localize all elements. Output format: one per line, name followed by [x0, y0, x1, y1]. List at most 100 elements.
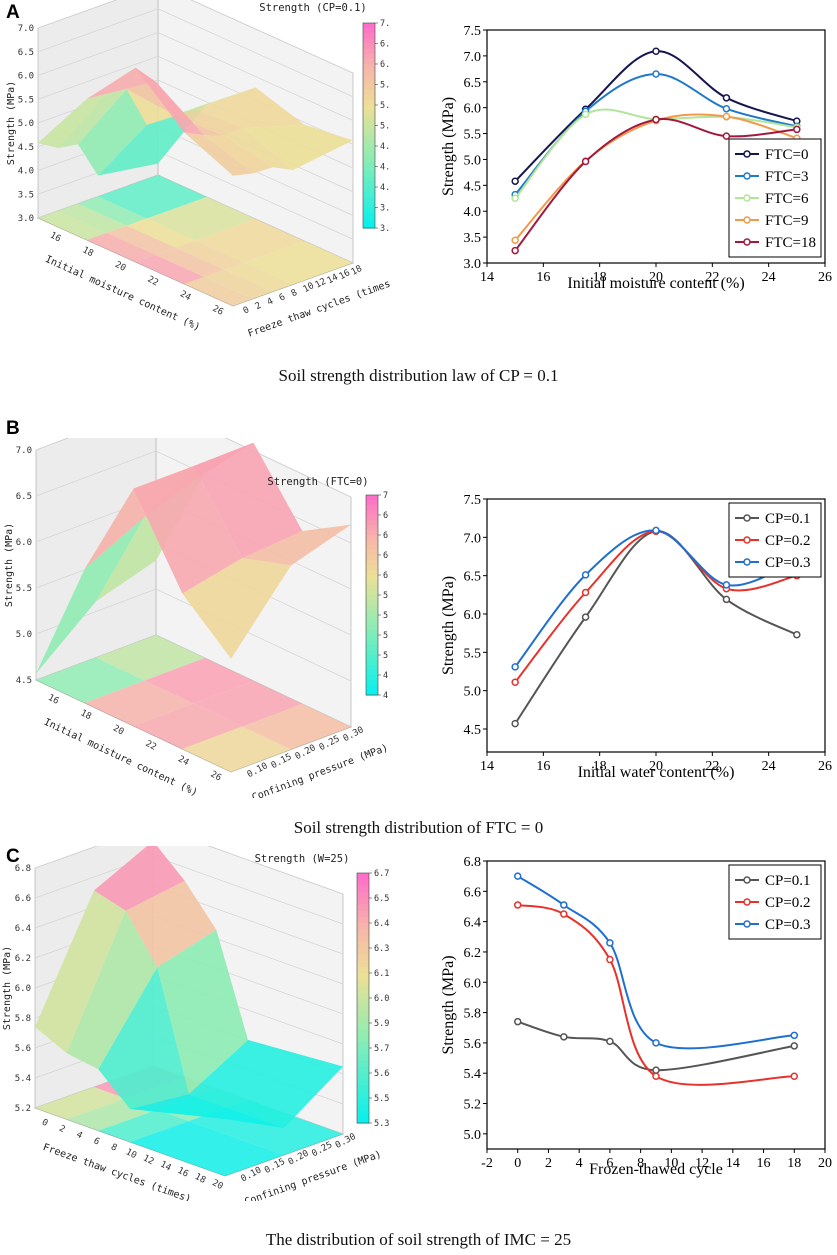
x-tick-label: 8 [109, 1142, 118, 1153]
colorbar-tick-label: 7.100 [380, 19, 390, 29]
x-axis-label: Frozen-thawed cycle [589, 1161, 723, 1178]
surface-cell [66, 910, 158, 1070]
colorbar-tick-label: 6.328 [380, 60, 390, 70]
data-point [652, 1039, 660, 1047]
colorbar-segment [357, 985, 369, 993]
colorbar-tick-label: 4.784 [380, 142, 390, 152]
data-point [511, 236, 519, 244]
data-point [511, 246, 519, 255]
legend-label: FTC=9 [765, 213, 808, 229]
colorbar-segment [357, 1016, 369, 1024]
floor-projection-cell [98, 1109, 189, 1142]
floor-projection-cell [36, 657, 145, 703]
floor-projection-cell [130, 1121, 284, 1176]
y-axis-label: Strength (MPa) [440, 955, 457, 1054]
surface-cell [94, 846, 185, 911]
colorbar-segment [366, 570, 378, 576]
z-tick-label: 4.5 [18, 143, 34, 153]
legend-marker [743, 536, 751, 544]
data-point [581, 588, 590, 597]
colorbar-segment [366, 635, 378, 641]
y-tick-label: 6 [278, 292, 287, 303]
colorbar-segment [366, 685, 378, 691]
colorbar-segment [363, 94, 375, 101]
colorbar-tick-label: 6.341 [383, 551, 390, 561]
y-axis-label: Strength (MPa) [440, 576, 457, 675]
colorbar-segment [357, 935, 369, 943]
surface-title: Strength (FTC=0) [267, 476, 368, 488]
x-tick-label: 8 [637, 1156, 644, 1171]
legend-marker [743, 514, 751, 522]
surface-cell [35, 890, 126, 1054]
colorbar-tick-label: 3.240 [380, 224, 390, 234]
data-point [511, 678, 519, 686]
colorbar-segment [363, 115, 375, 121]
x-tick-label: 24 [762, 270, 776, 285]
colorbar-segment [366, 600, 378, 606]
colorbar-segment [366, 625, 378, 631]
x-tick-label: 26 [209, 770, 223, 784]
z-tick-label: 6.0 [15, 984, 31, 994]
surface-cell [157, 929, 248, 1094]
y-tick-label: 6.0 [464, 976, 482, 991]
colorbar-segment [363, 202, 375, 209]
floor-projection-cell [244, 241, 353, 285]
colorbar-segment [357, 891, 369, 899]
y-tick-label: 4.5 [464, 723, 482, 738]
y-tick-label: 4.5 [464, 179, 482, 194]
colorbar-tick-label: 5.835 [383, 591, 390, 601]
floor-projection-cell [126, 218, 196, 248]
colorbar-segment [363, 222, 375, 229]
floor-projection-cell [96, 635, 205, 681]
z-tick-label: 5.0 [16, 630, 32, 640]
colorbar-segment [363, 140, 375, 147]
series-line [517, 904, 795, 1086]
colorbar-tick-label: 6.573 [374, 894, 390, 904]
data-point [581, 613, 590, 621]
surface-cell [193, 442, 303, 559]
surface-cell [58, 89, 127, 149]
surface-cell [130, 1094, 284, 1128]
colorbar-segment [357, 898, 369, 905]
floor-projection-cell [193, 681, 303, 727]
colorbar-segment [357, 1091, 369, 1099]
colorbar-segment [363, 48, 375, 55]
colorbar-segment [366, 585, 378, 591]
colorbar-segment [366, 525, 378, 531]
surface-cell [242, 524, 351, 566]
z-tick-label: 5.5 [16, 584, 32, 594]
data-point [652, 47, 660, 55]
legend-marker [743, 238, 751, 246]
floor-projection-cell [135, 254, 205, 284]
colorbar-segment [366, 505, 378, 511]
colorbar-segment [357, 998, 369, 1005]
surface-cell [175, 109, 245, 136]
panel-b: B 4.5 5.0 5.5 6.0 6.5 7.0 16 18 20 22 24 26 0.10 0.15… [0, 418, 837, 837]
colorbar-segment [363, 84, 375, 91]
colorbar-segment [366, 510, 378, 516]
y-tick-label: 4.0 [464, 205, 482, 220]
legend-label: FTC=6 [765, 191, 809, 207]
y-tick-label: 18 [350, 264, 364, 278]
legend-marker [743, 194, 751, 202]
x-tick-label: 14 [726, 1156, 740, 1171]
floor-projection-cell [58, 203, 127, 233]
surface-cell [204, 135, 273, 174]
surface-cell [98, 967, 189, 1109]
colorbar-segment [357, 1048, 369, 1055]
x-tick-label: 12 [695, 1156, 709, 1171]
colorbar-tick-label: 6.175 [374, 969, 390, 979]
colorbar-segment [363, 53, 375, 60]
z-tick-label: 5.6 [15, 1044, 31, 1054]
panel-a: A 3.0 3.5 4.0 4.5 5.0 5.5 6.0 6.5 7.0 16 18 20 22 24 2… [0, 0, 837, 390]
legend-label: CP=0.2 [765, 533, 811, 549]
y-tick-label: 16 [338, 268, 352, 282]
colorbar-tick-label: 6.705 [374, 869, 390, 879]
colorbar-segment [363, 23, 375, 29]
colorbar-segment [357, 941, 369, 949]
series-line [517, 1020, 795, 1072]
data-point [722, 595, 731, 604]
colorbar-segment [363, 43, 375, 50]
